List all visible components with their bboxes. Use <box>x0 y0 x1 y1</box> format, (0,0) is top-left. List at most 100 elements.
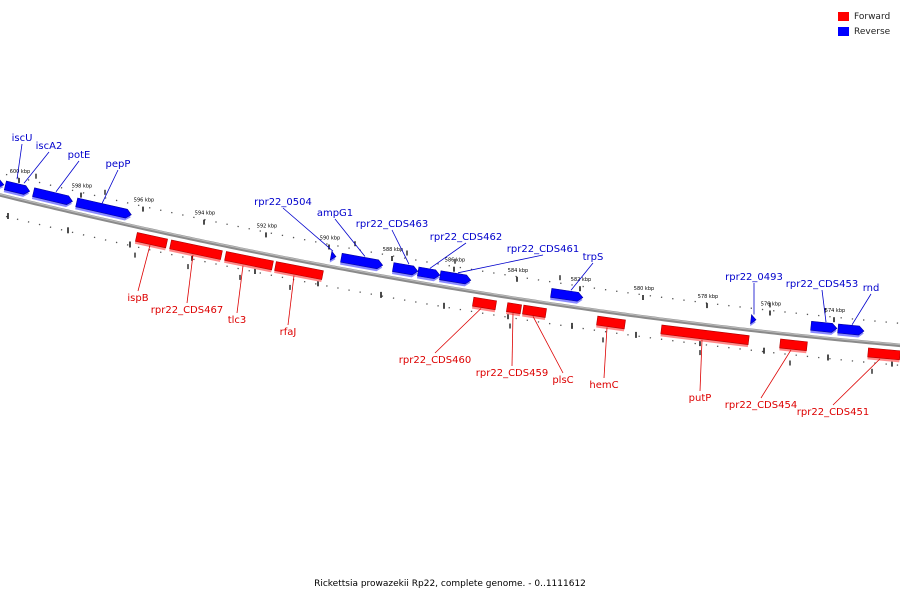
gene-label[interactable]: rfaJ <box>280 327 297 338</box>
gene-rpr22_CDS453[interactable] <box>810 320 838 335</box>
gene-leader-line <box>511 313 514 367</box>
gene-body <box>274 261 324 280</box>
gene-leader-line <box>429 242 467 269</box>
gene-leader-line <box>532 316 564 374</box>
backbone-highlight <box>0 193 900 346</box>
gene-rpr22_CDS463[interactable] <box>391 262 419 279</box>
legend-reverse: Reverse <box>838 24 890 39</box>
gene-leader-line <box>334 218 366 257</box>
legend-forward-swatch <box>838 12 849 21</box>
gene-leader-line <box>570 262 594 291</box>
gene-rpr22_CDS454[interactable] <box>779 338 808 354</box>
gene-rpr22_CDS462[interactable] <box>416 266 441 282</box>
legend: Forward Reverse <box>838 9 890 39</box>
gene-label[interactable]: rpr22_CDS463 <box>356 219 428 230</box>
gene-body <box>750 314 757 325</box>
gene-rpr22_CDS461[interactable] <box>439 270 472 287</box>
gene-body <box>417 266 441 280</box>
scale-tick-label: 598 kbp <box>72 184 92 190</box>
backbone-shadow <box>0 193 900 348</box>
gene-body <box>75 197 132 219</box>
gene-iscU[interactable] <box>0 178 5 192</box>
gene-body <box>0 178 5 189</box>
gene-putP[interactable] <box>660 324 750 348</box>
gene-label[interactable]: plsC <box>552 375 573 386</box>
gene-leader-line <box>16 143 23 180</box>
gene-layer <box>0 178 900 363</box>
legend-forward-label: Forward <box>854 11 891 22</box>
gene-pepP[interactable] <box>75 197 132 222</box>
gene-label[interactable]: putP <box>689 393 712 404</box>
scale-tick-label: 574 kbp <box>825 308 845 314</box>
gene-rpr22_0493[interactable] <box>750 314 757 327</box>
gene-body <box>810 320 838 333</box>
gene-label[interactable]: iscA2 <box>36 141 63 152</box>
gene-body <box>135 232 168 249</box>
gene-label[interactable]: ampG1 <box>317 208 353 219</box>
scale-tick-label: 596 kbp <box>134 198 154 204</box>
gene-hemC[interactable] <box>596 315 626 332</box>
gene-leader-line <box>832 358 881 406</box>
scale-tick-label: 580 kbp <box>634 286 654 292</box>
gene-leader-line <box>137 245 151 292</box>
gene-rfaJ[interactable] <box>274 261 324 283</box>
gene-label[interactable]: rpr22_CDS462 <box>430 232 502 243</box>
gene-label[interactable]: rnd <box>863 283 880 294</box>
gene-label[interactable]: potE <box>68 150 91 161</box>
gene-body <box>392 262 419 276</box>
gene-body <box>779 338 808 352</box>
gene-label[interactable]: rpr22_CDS461 <box>507 244 579 255</box>
gene-body <box>660 324 750 345</box>
gene-label[interactable]: rpr22_0493 <box>725 272 783 283</box>
genome-caption: Rickettsia prowazekii Rp22, complete gen… <box>314 579 586 589</box>
gene-leader-line <box>434 308 482 354</box>
gene-tlc3[interactable] <box>224 251 274 273</box>
gene-rpr22_0504[interactable] <box>329 250 337 263</box>
gene-ispB[interactable] <box>134 232 168 251</box>
gene-leader-line <box>457 254 544 274</box>
gene-label[interactable]: rpr22_CDS467 <box>151 305 223 316</box>
legend-reverse-label: Reverse <box>854 26 891 37</box>
gene-label[interactable]: pepP <box>106 159 131 170</box>
gene-ampG1[interactable] <box>340 252 384 272</box>
gene-rpr22_CDS451[interactable] <box>867 347 900 363</box>
gene-body <box>3 180 31 195</box>
gene-leader-line <box>821 289 827 323</box>
legend-reverse-swatch <box>838 27 849 36</box>
gene-label[interactable]: rpr22_CDS454 <box>725 400 797 411</box>
gene-rpr22_CDS459[interactable] <box>506 302 522 317</box>
gene-label[interactable]: rpr22_0504 <box>254 197 312 208</box>
gene-label[interactable]: rpr22_CDS459 <box>476 368 548 379</box>
gene-body <box>522 304 547 318</box>
gene-label[interactable]: rpr22_CDS453 <box>786 279 858 290</box>
gene-iscA2[interactable] <box>3 180 31 198</box>
gene-body <box>550 288 584 302</box>
gene-rpr22_CDS460[interactable] <box>472 296 497 313</box>
label-layer: iscUiscA2potEpepPrpr22_0504ampG1rpr22_CD… <box>12 133 881 418</box>
gene-label[interactable]: trpS <box>583 252 604 263</box>
gene-label[interactable]: iscU <box>12 133 33 144</box>
gene-leader-line <box>23 151 50 184</box>
gene-body <box>224 251 274 271</box>
gene-rnd[interactable] <box>837 323 865 338</box>
gene-leader-line <box>603 327 608 379</box>
scale-tick-label: 594 kbp <box>195 211 215 217</box>
gene-leader-line <box>287 275 295 326</box>
gene-label[interactable]: tlc3 <box>228 315 247 326</box>
scale-tick-label: 576 kbp <box>761 302 781 308</box>
gene-body <box>169 239 223 260</box>
gene-label[interactable]: ispB <box>127 293 148 304</box>
gene-trpS[interactable] <box>550 288 584 304</box>
gene-label[interactable]: rpr22_CDS460 <box>399 355 471 366</box>
gene-body <box>340 252 384 270</box>
gene-leader-line <box>699 339 703 392</box>
gene-potE[interactable] <box>31 187 74 208</box>
gene-label[interactable]: rpr22_CDS451 <box>797 407 869 418</box>
scale-tick-label: 592 kbp <box>257 223 277 229</box>
gene-label[interactable]: hemC <box>589 380 618 391</box>
gene-plsC[interactable] <box>522 304 547 320</box>
gene-rpr22_CDS467[interactable] <box>169 239 223 263</box>
gene-body <box>837 323 865 336</box>
